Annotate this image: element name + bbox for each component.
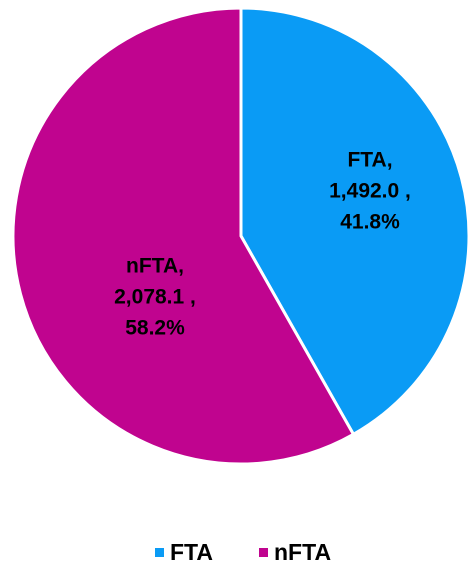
- pie-slice: [11, 6, 356, 466]
- pie-slice: [239, 6, 471, 437]
- data-label-value: 1,492.0 ,: [329, 180, 411, 203]
- legend-label: nFTA: [274, 539, 331, 565]
- data-label-category: FTA,: [347, 149, 392, 172]
- data-label-percent: 41.8%: [340, 211, 400, 234]
- legend-swatch: [155, 548, 164, 557]
- data-label-value: 2,078.1 ,: [114, 286, 196, 309]
- legend-swatch: [259, 548, 268, 557]
- legend-label: FTA: [170, 539, 213, 565]
- data-label-category: nFTA,: [126, 255, 184, 278]
- data-label-percent: 58.2%: [125, 317, 185, 340]
